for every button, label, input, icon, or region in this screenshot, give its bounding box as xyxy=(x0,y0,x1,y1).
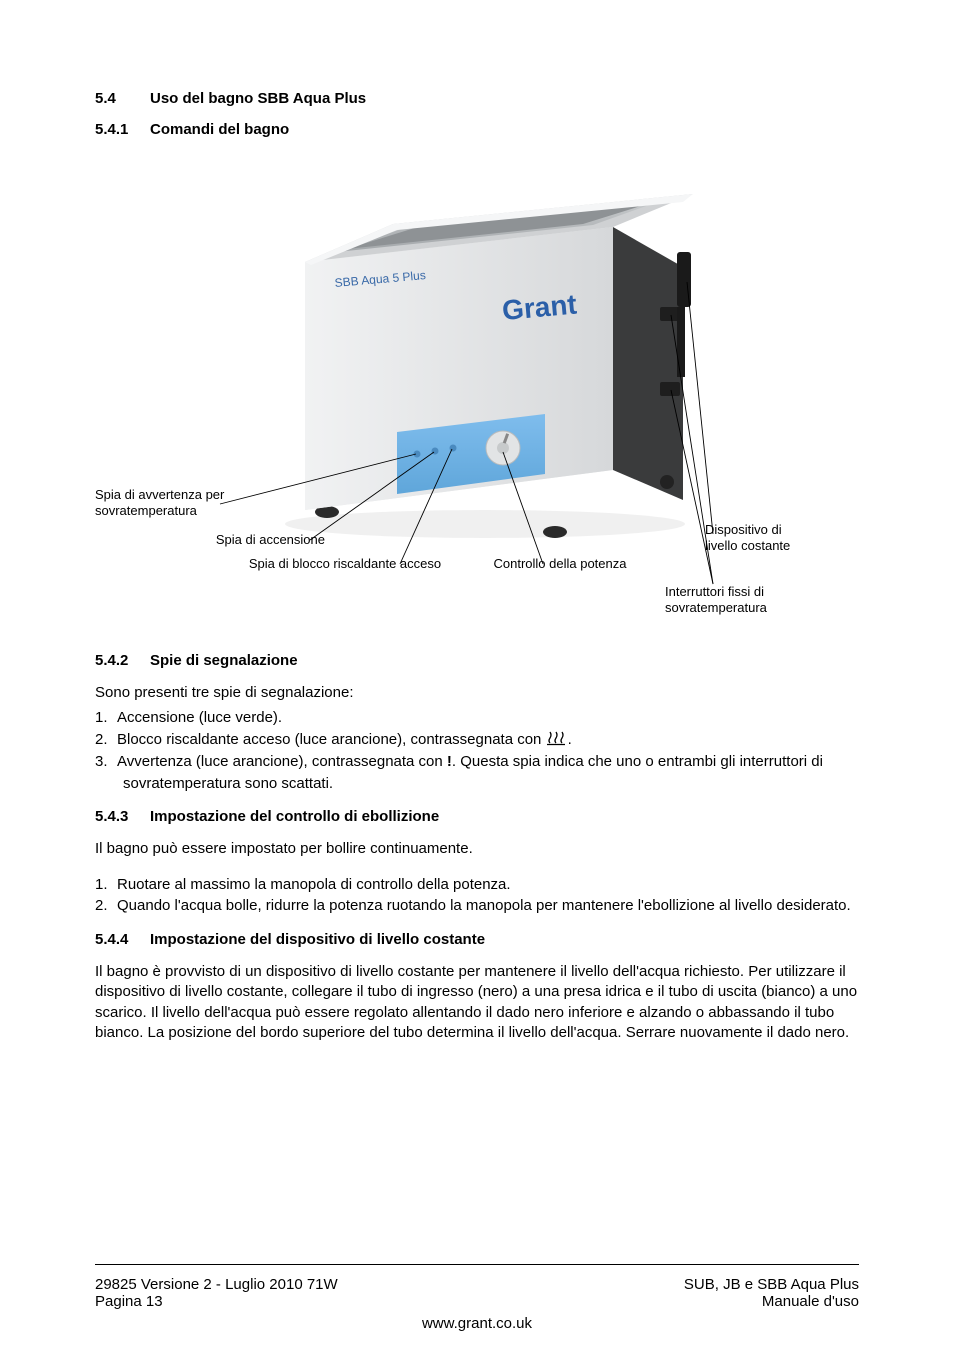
callout-constant-level: Dispositivo di livello costante xyxy=(705,522,845,553)
section-542-list: 1.Accensione (luce verde). 2.Blocco risc… xyxy=(95,707,859,794)
callout-power-on: Spia di accensione xyxy=(165,532,325,548)
device-illustration: SBB Aqua 5 Plus Grant xyxy=(265,152,705,552)
section-542-intro: Sono presenti tre spie di segnalazione: xyxy=(95,683,859,703)
callout-overtemp-switches: Interruttori fissi di sovratemperatura xyxy=(665,584,835,615)
heading-5-4-4-text: Impostazione del dispositivo di livello … xyxy=(150,931,485,948)
callout-power-control: Controllo della potenza xyxy=(480,556,640,572)
heat-icon xyxy=(546,730,568,746)
heading-5-4-4: 5.4.4Impostazione del dispositivo di liv… xyxy=(95,931,859,948)
heading-5-4-text: Uso del bagno SBB Aqua Plus xyxy=(150,90,366,107)
heading-5-4-2-text: Spie di segnalazione xyxy=(150,652,298,669)
list-item: 2.Blocco riscaldante acceso (luce aranci… xyxy=(95,729,859,751)
footer-rule xyxy=(95,1264,859,1265)
heading-5-4-num: 5.4 xyxy=(95,90,150,107)
page-footer: 29825 Versione 2 - Luglio 2010 71W Pagin… xyxy=(95,1276,859,1310)
list-item: 2.Quando l'acqua bolle, ridurre la poten… xyxy=(95,895,859,917)
heading-5-4-3-text: Impostazione del controllo di ebollizion… xyxy=(150,808,439,825)
heading-5-4-3: 5.4.3Impostazione del controllo di eboll… xyxy=(95,808,859,825)
heading-5-4-3-num: 5.4.3 xyxy=(95,808,150,825)
device-brand-label: Grant xyxy=(501,289,578,326)
heading-5-4-1-num: 5.4.1 xyxy=(95,121,150,138)
section-544-para: Il bagno è provvisto di un dispositivo d… xyxy=(95,962,859,1043)
list-item: 1.Ruotare al massimo la manopola di cont… xyxy=(95,874,859,896)
heading-5-4-2: 5.4.2Spie di segnalazione xyxy=(95,652,859,669)
section-543-intro: Il bagno può essere impostato per bollir… xyxy=(95,839,859,859)
heading-5-4-4-num: 5.4.4 xyxy=(95,931,150,948)
callout-heater-block: Spia di blocco riscaldante acceso xyxy=(215,556,475,572)
heading-5-4-1: 5.4.1Comandi del bagno xyxy=(95,121,859,138)
section-543-list: 1.Ruotare al massimo la manopola di cont… xyxy=(95,874,859,918)
heading-5-4-1-text: Comandi del bagno xyxy=(150,121,289,138)
list-item: 1.Accensione (luce verde). xyxy=(95,707,859,729)
footer-right: SUB, JB e SBB Aqua Plus Manuale d'uso xyxy=(684,1276,859,1310)
list-item: 3.Avvertenza (luce arancione), contrasse… xyxy=(95,751,859,795)
footer-left: 29825 Versione 2 - Luglio 2010 71W Pagin… xyxy=(95,1276,338,1310)
device-diagram: SBB Aqua 5 Plus Grant xyxy=(95,152,855,632)
callout-overtemp-warning: Spia di avvertenza per sovratemperatura xyxy=(95,487,265,518)
heading-5-4: 5.4Uso del bagno SBB Aqua Plus xyxy=(95,90,859,107)
footer-url: www.grant.co.uk xyxy=(95,1315,859,1332)
heading-5-4-2-num: 5.4.2 xyxy=(95,652,150,669)
